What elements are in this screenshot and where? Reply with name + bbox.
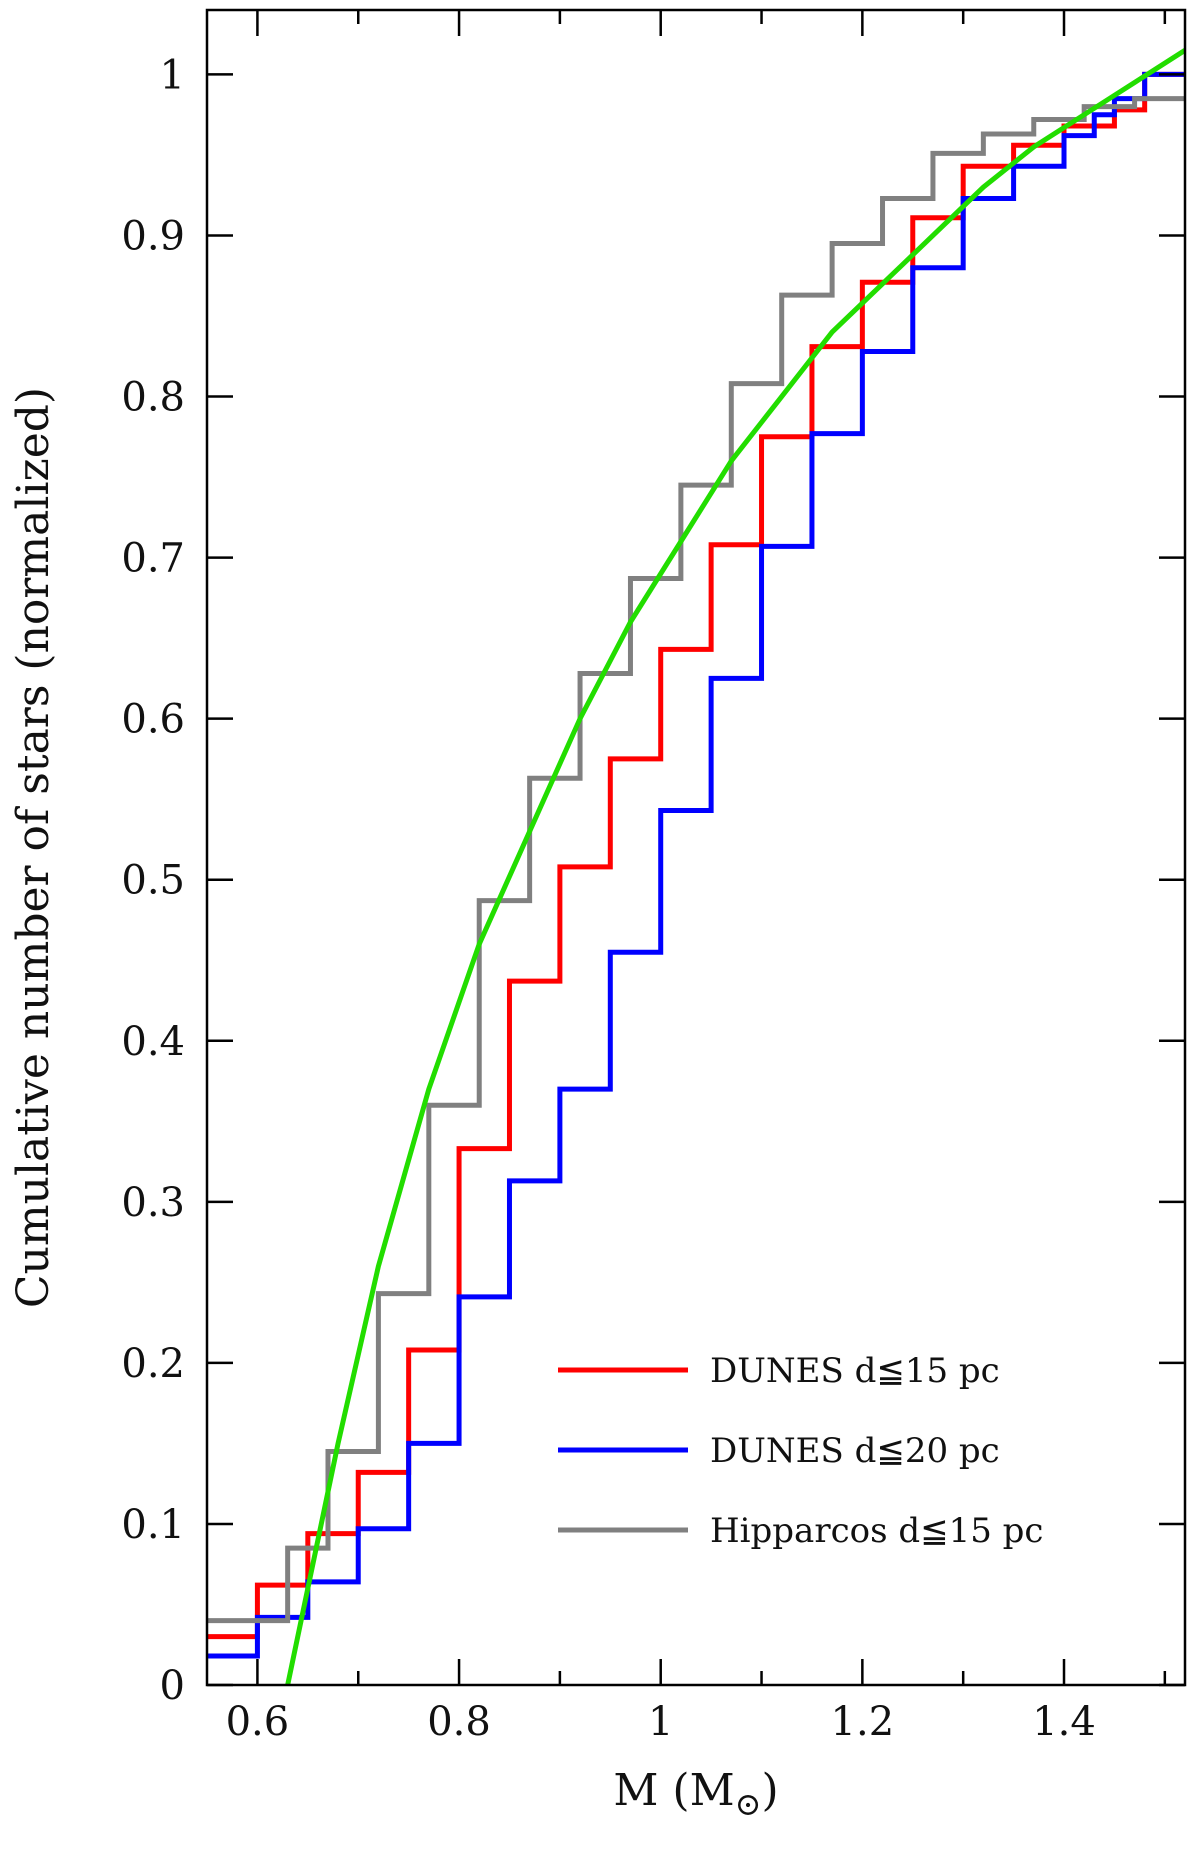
legend: DUNES d≦15 pc DUNES d≦20 pc Hipparcos d≦15… bbox=[558, 1351, 1043, 1551]
labels-layer: 0.6 0.8 1 1.2 1.4 0 0.1 0.2 0.3 0.4 0.5 0.6 0.7 0.8 0.… bbox=[121, 52, 1095, 1745]
y-tick-label: 0.8 bbox=[121, 375, 185, 421]
y-tick-label: 0 bbox=[160, 1663, 185, 1709]
x-axis-label-main: M (M bbox=[613, 1765, 734, 1816]
y-tick-label: 0.4 bbox=[121, 1019, 185, 1065]
x-tick-label: 1.2 bbox=[831, 1699, 895, 1745]
y-tick-label: 0.6 bbox=[121, 697, 185, 743]
x-axis-label-close: ) bbox=[761, 1765, 778, 1816]
series-line-dunes-d-15-pc bbox=[207, 71, 1185, 1640]
y-tick-label: 0.3 bbox=[121, 1180, 185, 1226]
plot-frame bbox=[205, 8, 1187, 1687]
series-layer bbox=[207, 48, 1185, 1685]
y-tick-label: 0.2 bbox=[121, 1341, 185, 1387]
x-tick-label: 1.4 bbox=[1032, 1699, 1096, 1745]
x-axis-label-sub: ⊙ bbox=[735, 1785, 762, 1823]
ticks-layer bbox=[207, 10, 1185, 1687]
x-tick-label: 1 bbox=[648, 1699, 673, 1745]
legend-label: Hipparcos d≦15 pc bbox=[710, 1511, 1043, 1551]
x-axis-label: M (M⊙) bbox=[613, 1765, 778, 1823]
y-tick-label: 0.5 bbox=[121, 858, 185, 904]
y-tick-label: 0.1 bbox=[121, 1502, 185, 1548]
series-line-dunes-d-20-pc bbox=[207, 71, 1185, 1659]
x-tick-label: 0.6 bbox=[226, 1699, 290, 1745]
series-line-hipparcos-d-15-pc bbox=[207, 96, 1185, 1624]
legend-label: DUNES d≦15 pc bbox=[710, 1351, 1000, 1391]
y-tick-label: 0.7 bbox=[121, 536, 185, 582]
y-tick-label: 0.9 bbox=[121, 213, 185, 259]
y-axis-label: Cumulative number of stars (normalized) bbox=[8, 387, 59, 1308]
legend-label: DUNES d≦20 pc bbox=[710, 1431, 1000, 1471]
y-tick-label: 1 bbox=[160, 52, 185, 98]
series-line-fit-curve bbox=[285, 48, 1185, 1685]
x-tick-label: 0.8 bbox=[427, 1699, 491, 1745]
